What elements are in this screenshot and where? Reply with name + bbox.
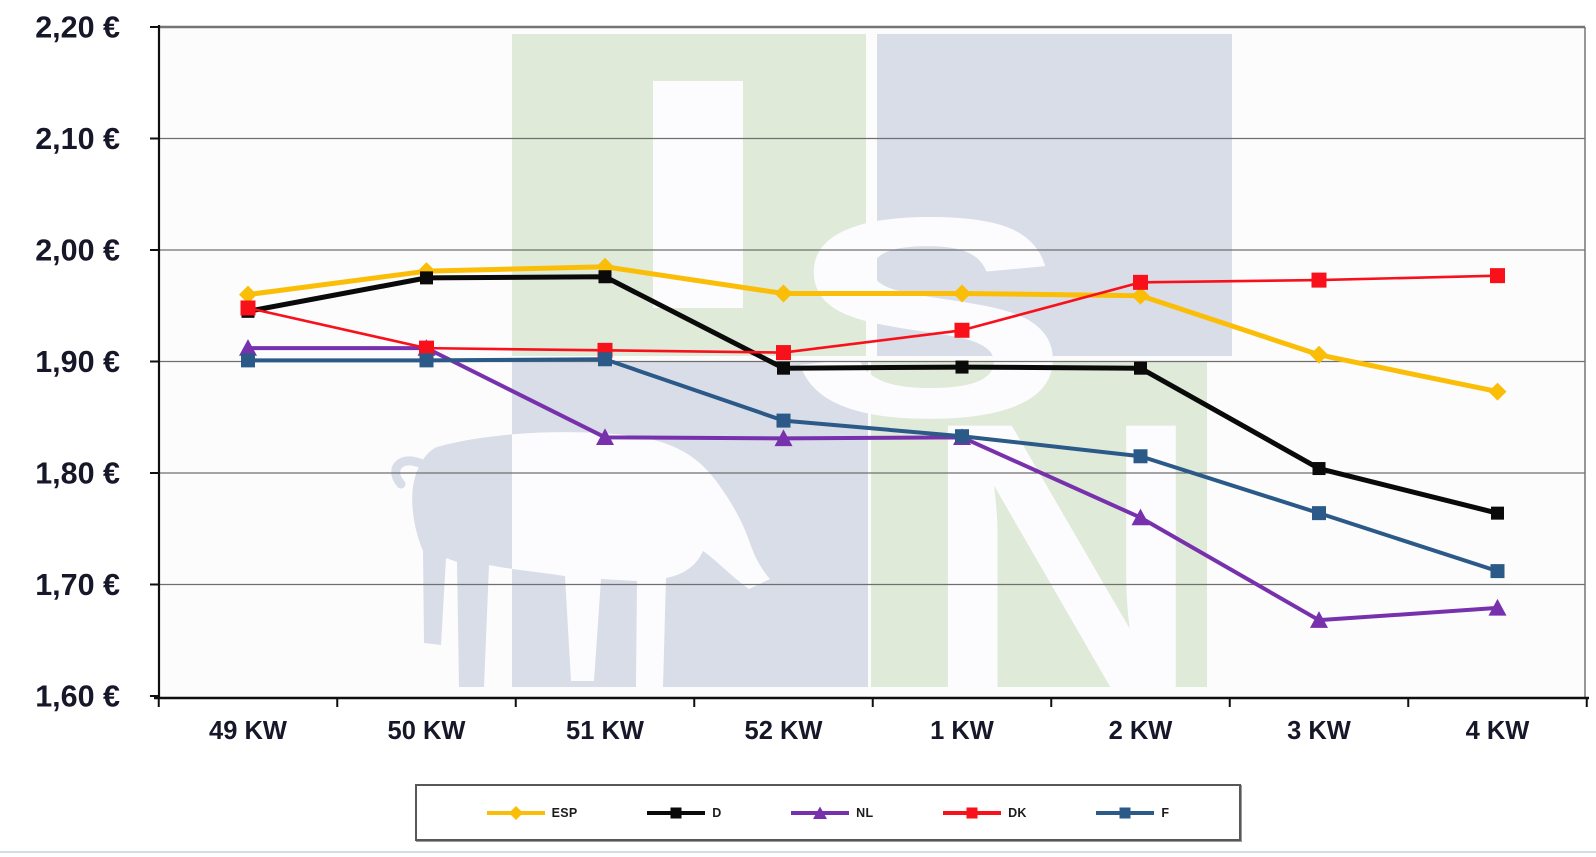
legend-label-D: D [712, 805, 722, 820]
series-marker-D-52 KW [777, 361, 790, 375]
legend-item-NL: NL [791, 805, 873, 821]
series-marker-D-3 KW [1312, 462, 1326, 476]
watermark-blue-block-top [877, 34, 1232, 356]
y-tick-label: 1,90 € [35, 345, 120, 379]
bottom-divider [0, 851, 1596, 853]
legend-item-DK: DK [943, 805, 1027, 821]
x-tick-label: 51 KW [566, 717, 645, 745]
series-line-ESP [245, 264, 1500, 395]
legend-item-ESP: ESP [486, 805, 578, 821]
series-marker-DK-2 KW [1133, 274, 1148, 290]
y-tick-label: 2,20 € [35, 11, 120, 45]
series-marker-ESP-3 KW [1310, 345, 1328, 364]
series-marker-F-52 KW [776, 413, 791, 428]
series-marker-F-2 KW [1133, 449, 1148, 464]
series-marker-DK-4 KW [1490, 268, 1505, 284]
series-marker-D-50 KW [420, 271, 433, 285]
legend-label-DK: DK [1008, 805, 1027, 820]
series-marker-F-3 KW [1312, 506, 1326, 521]
series-marker-D-1 KW [955, 360, 969, 374]
series-marker-NL-51 KW [596, 428, 614, 445]
series-marker-D-4 KW [1491, 506, 1504, 520]
x-tick-label: 50 KW [388, 717, 467, 745]
series-marker-DK-3 KW [1311, 272, 1327, 288]
series-marker-ESP-4 KW [1488, 382, 1507, 401]
x-tick-label: 2 KW [1109, 717, 1174, 745]
series-marker-D-2 KW [1134, 361, 1147, 375]
series-marker-DK-50 KW [419, 340, 434, 356]
square-marker-icon [966, 807, 978, 818]
series-marker-ESP-49 KW [239, 285, 257, 304]
diamond-marker-icon [508, 805, 523, 820]
triangle-marker-icon [813, 806, 828, 819]
series-marker-DK-1 KW [954, 322, 970, 338]
series-marker-F-4 KW [1490, 564, 1505, 579]
legend-swatch-DK [943, 807, 1002, 818]
legend: ESP D NL DK F [415, 784, 1241, 841]
series-marker-F-49 KW [241, 353, 255, 368]
series-marker-NL-3 KW [1310, 611, 1328, 628]
series-marker-D-51 KW [598, 270, 612, 284]
x-tick-label: 4 KW [1466, 717, 1531, 745]
x-tick-label: 49 KW [209, 717, 288, 745]
y-tick-label: 2,00 € [35, 234, 120, 268]
legend-swatch-F [1096, 807, 1155, 818]
y-tick-label: 2,10 € [35, 122, 120, 156]
series-marker-F-50 KW [419, 353, 434, 368]
legend-item-D: D [647, 805, 721, 821]
square-marker-icon [1119, 807, 1131, 818]
pig-tail [391, 456, 437, 489]
legend-swatch-ESP [486, 805, 545, 820]
series-marker-ESP-2 KW [1131, 286, 1150, 305]
series-line-DK [246, 274, 1499, 354]
square-marker-icon [670, 807, 682, 818]
series-marker-F-51 KW [598, 352, 612, 367]
x-tick-label: 3 KW [1287, 717, 1352, 745]
series-marker-NL-2 KW [1131, 508, 1150, 526]
pig-silhouette [512, 432, 770, 687]
series-marker-ESP-52 KW [774, 284, 793, 303]
series-marker-NL-49 KW [239, 339, 257, 356]
y-tick-label: 1,80 € [35, 457, 120, 491]
series-marker-NL-52 KW [774, 429, 793, 447]
series-line-F [246, 357, 1500, 574]
watermark-letter-N: N [922, 344, 1202, 768]
legend-label-ESP: ESP [551, 805, 578, 820]
watermark-letter-I [653, 81, 743, 308]
legend-swatch-NL [791, 806, 850, 819]
series-marker-DK-49 KW [240, 300, 256, 316]
series-marker-ESP-1 KW [953, 284, 971, 303]
legend-label-F: F [1161, 805, 1170, 820]
legend-item-F: F [1096, 805, 1169, 821]
y-tick-label: 1,70 € [35, 568, 120, 602]
legend-swatch-D [647, 807, 706, 818]
series-marker-DK-52 KW [776, 345, 791, 361]
series-marker-F-1 KW [955, 429, 969, 444]
y-tick-label: 1,60 € [35, 680, 120, 714]
series-line-D [245, 274, 1500, 516]
x-tick-label: 1 KW [930, 717, 995, 745]
pig-silhouette [412, 434, 512, 687]
series-marker-NL-4 KW [1488, 598, 1507, 616]
legend-label-NL: NL [856, 805, 874, 820]
x-tick-label: 52 KW [745, 717, 824, 745]
series-line-NL [246, 346, 1500, 623]
